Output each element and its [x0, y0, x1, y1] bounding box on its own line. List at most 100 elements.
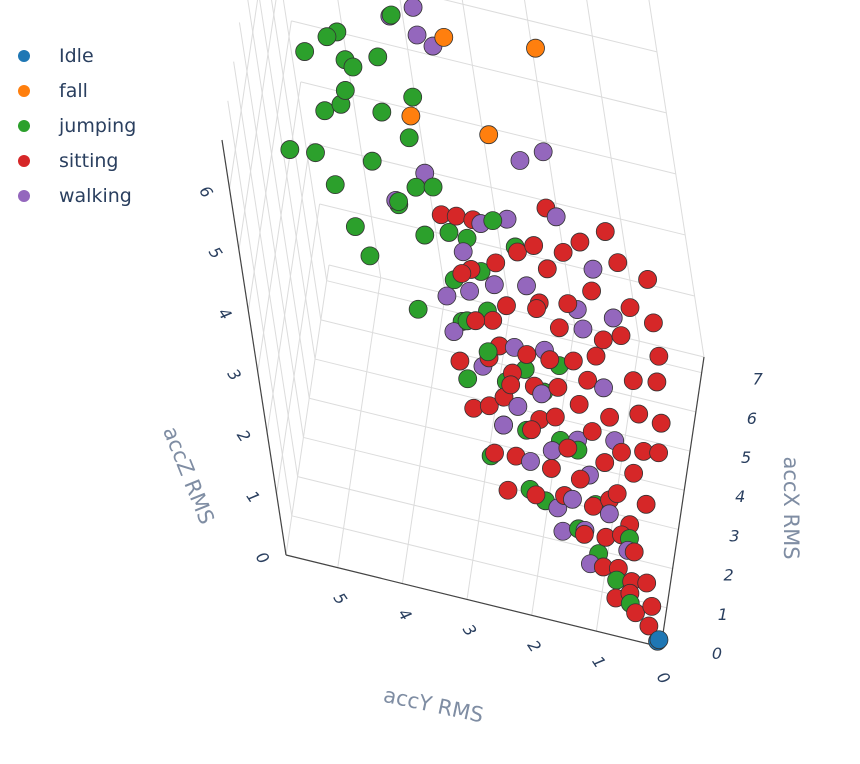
- z-tick-label: 2: [233, 426, 254, 445]
- point-sitting: [540, 350, 560, 370]
- legend-item-jumping[interactable]: jumping: [14, 108, 136, 143]
- point-sitting: [570, 232, 590, 252]
- legend-item-sitting[interactable]: sitting: [14, 143, 136, 178]
- grid-line-side-y: [461, 0, 511, 310]
- y-tick-label: 5: [330, 589, 351, 608]
- point-jumping: [360, 246, 380, 266]
- point-sitting: [486, 253, 506, 273]
- point-walking: [563, 489, 582, 509]
- point-sitting: [558, 294, 578, 314]
- grid-line-floor-y: [337, 277, 382, 568]
- point-sitting: [593, 330, 613, 350]
- point-jumping: [415, 225, 435, 245]
- z-tick-label: 6: [195, 182, 216, 201]
- point-sitting: [624, 463, 644, 483]
- point-jumping: [389, 192, 408, 211]
- point-jumping: [368, 47, 388, 67]
- point-sitting: [607, 484, 627, 504]
- point-idle: [649, 630, 669, 650]
- point-jumping: [372, 102, 392, 122]
- point-sitting: [608, 253, 628, 273]
- point-sitting: [647, 372, 667, 392]
- grid-line-wall-xz: [238, 0, 277, 250]
- point-sitting: [582, 281, 602, 301]
- point-jumping: [317, 27, 337, 47]
- legend-marker: [18, 189, 30, 202]
- point-sitting: [542, 459, 561, 478]
- point-sitting: [501, 375, 521, 395]
- point-walking: [573, 319, 593, 339]
- data-points: [280, 0, 671, 651]
- point-walking: [599, 504, 619, 524]
- point-sitting: [450, 351, 470, 371]
- point-jumping: [478, 342, 498, 362]
- grid-line-floor-x: [326, 280, 702, 374]
- point-sitting: [600, 407, 619, 427]
- grid-line-wall-xz: [285, 264, 330, 556]
- grid-line-wall-xz: [257, 81, 302, 372]
- point-walking: [437, 286, 457, 306]
- grid-line-side-y: [586, 0, 640, 342]
- point-jumping: [399, 128, 419, 148]
- legend-item-idle[interactable]: Idle: [14, 38, 136, 73]
- x-tick-label: 2: [724, 566, 734, 585]
- grid-line-wall-xz: [247, 20, 292, 311]
- point-sitting: [446, 206, 466, 226]
- point-sitting: [527, 299, 546, 318]
- z-tick-label: 5: [205, 243, 226, 262]
- point-sitting: [596, 527, 616, 547]
- point-sitting: [517, 345, 537, 364]
- legend-item-fall[interactable]: fall: [14, 73, 136, 108]
- point-sitting: [548, 378, 568, 397]
- x-axis-line: [660, 356, 705, 648]
- grid-line-side-z: [443, 0, 658, 53]
- point-sitting: [586, 346, 606, 366]
- y-axis-title: accY RMS: [381, 683, 485, 728]
- z-axis-title: accZ RMS: [158, 423, 219, 528]
- point-walking: [532, 384, 552, 404]
- x-axis-title: accX RMS: [779, 456, 803, 559]
- point-walking: [510, 151, 530, 170]
- grid-line-side-y: [399, 0, 446, 294]
- point-sitting: [574, 524, 594, 544]
- point-sitting: [479, 396, 499, 416]
- legend-label: fall: [59, 79, 88, 102]
- grid-line-wall-xz: [229, 0, 259, 189]
- point-fall: [526, 38, 545, 58]
- point-walking: [484, 275, 504, 295]
- grid-line-wall-x: [271, 0, 322, 320]
- point-sitting: [636, 494, 656, 514]
- axis-lines: [221, 139, 705, 648]
- point-sitting: [623, 371, 643, 391]
- grid-line-side-y: [648, 0, 705, 358]
- grid-line-side-z: [291, 20, 667, 114]
- point-sitting: [570, 469, 590, 489]
- grid-line-wall-x: [238, 22, 304, 438]
- point-fall: [434, 27, 454, 47]
- point-sitting: [526, 485, 546, 505]
- point-jumping: [458, 369, 478, 389]
- point-sitting: [553, 242, 573, 262]
- legend-marker: [18, 84, 30, 97]
- point-sitting: [582, 422, 602, 441]
- x-tick-label: 5: [741, 448, 751, 467]
- point-sitting: [452, 264, 472, 283]
- point-jumping: [483, 211, 503, 231]
- grid-line-wall-x: [233, 61, 299, 477]
- legend-item-walking[interactable]: walking: [14, 178, 136, 213]
- point-jumping: [325, 175, 345, 195]
- point-sitting: [483, 310, 503, 330]
- z-tick-label: 3: [224, 365, 245, 384]
- x-tick-label: 0: [712, 644, 722, 663]
- point-sitting: [558, 438, 578, 458]
- point-walking: [583, 259, 603, 279]
- point-sitting: [620, 298, 640, 318]
- point-jumping: [280, 140, 300, 159]
- point-walking: [444, 322, 464, 342]
- z-tick-label: 4: [214, 304, 235, 323]
- legend-label: sitting: [59, 149, 119, 172]
- point-sitting: [642, 596, 662, 616]
- point-sitting: [537, 259, 557, 279]
- point-walking: [453, 242, 473, 262]
- point-sitting: [638, 270, 658, 289]
